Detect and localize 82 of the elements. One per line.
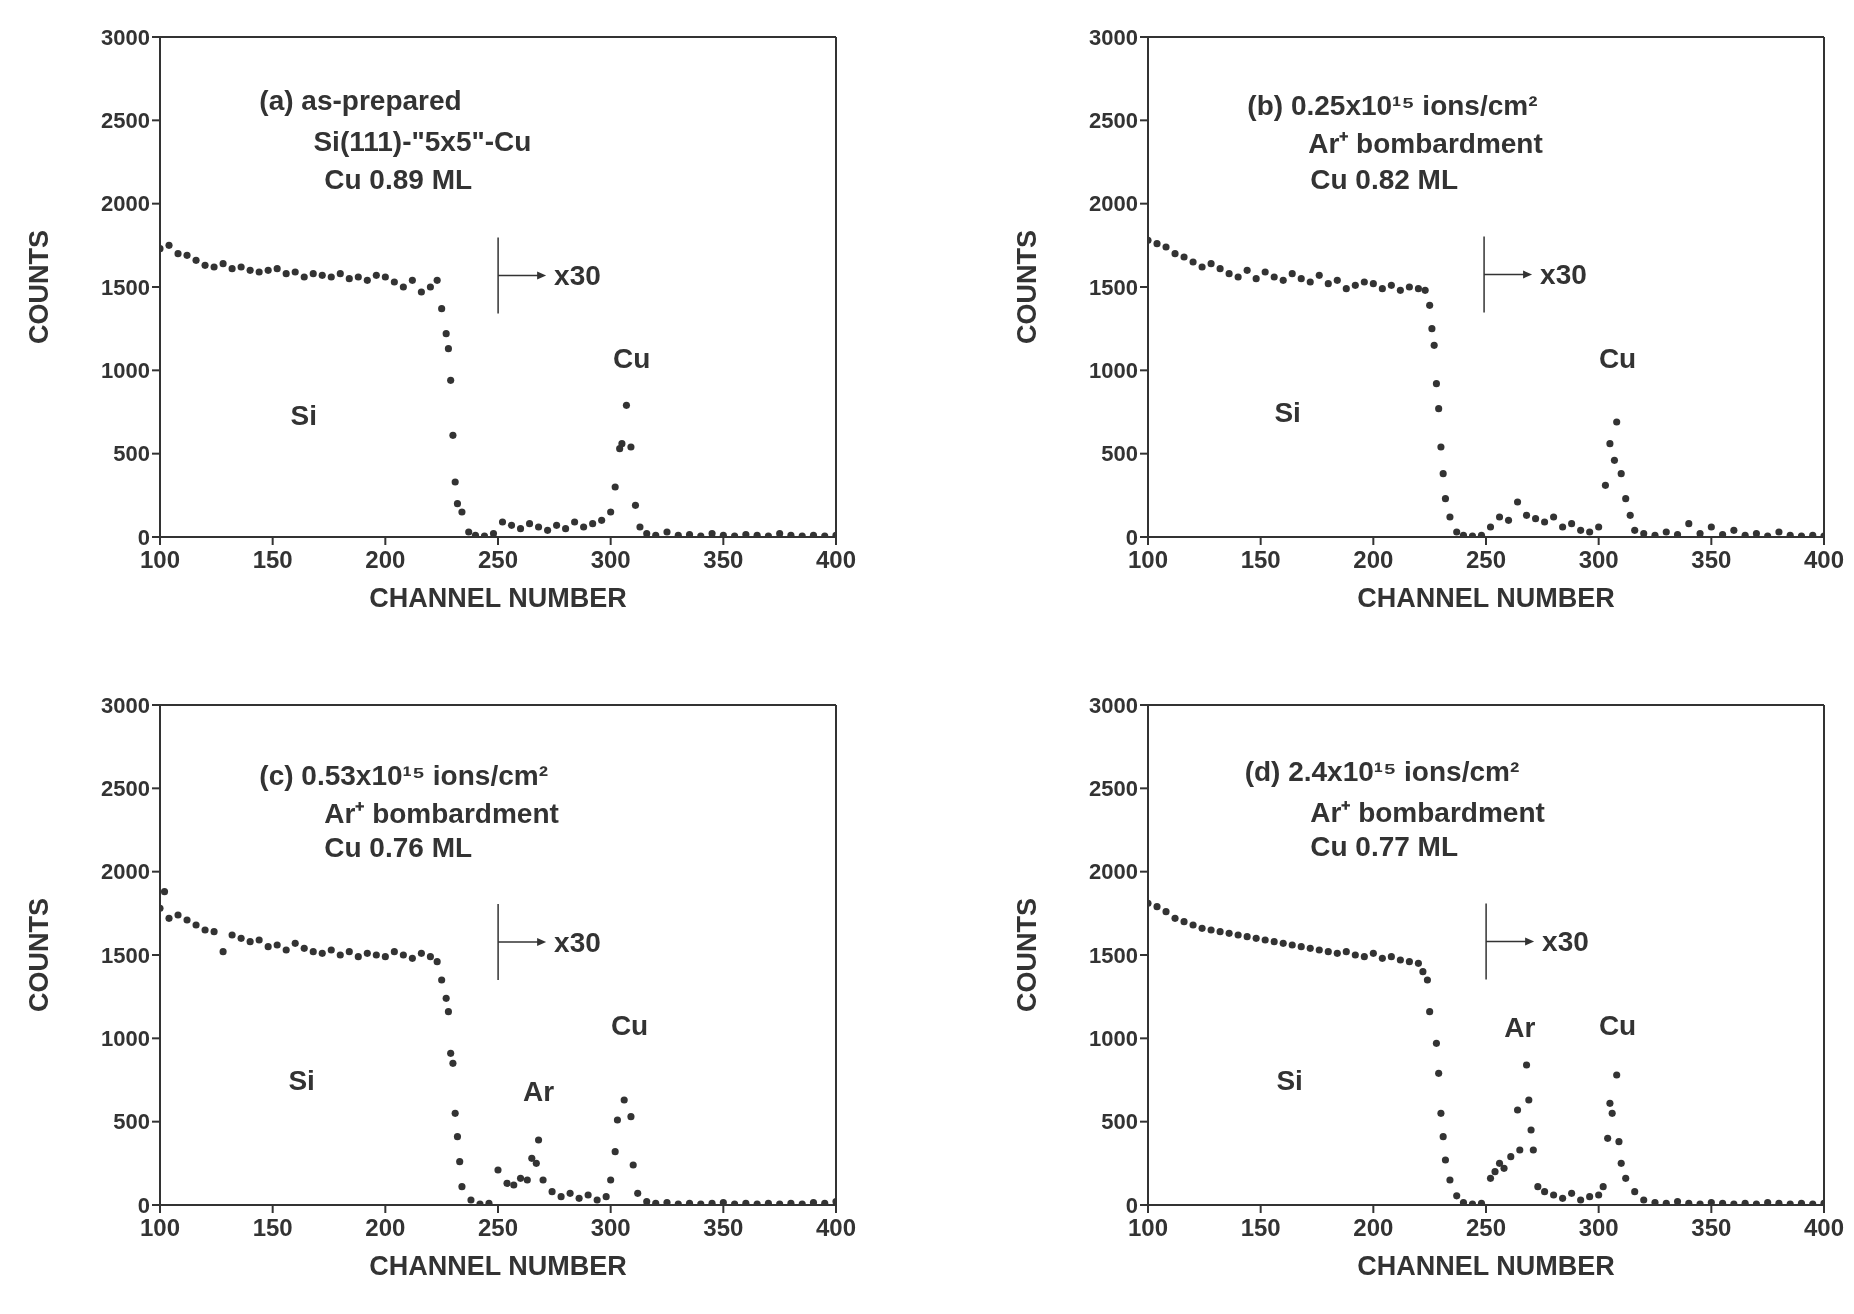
x-tick-label: 350 — [1691, 1214, 1732, 1242]
y-tick-label: 3000 — [101, 24, 150, 50]
y-tick-label: 1000 — [1089, 358, 1138, 384]
annotation: Si — [288, 1064, 315, 1096]
annotation: Cu — [1598, 1010, 1637, 1041]
y-axis-title: COUNTS — [23, 898, 54, 1012]
y-tick-label: 2500 — [101, 776, 150, 802]
x-tick-label: 150 — [1240, 1214, 1281, 1242]
y-tick-label: 1000 — [1089, 1026, 1138, 1052]
annotation: x30 — [1542, 926, 1589, 957]
x-tick-label: 200 — [365, 546, 406, 574]
y-axis-title: COUNTS — [23, 230, 54, 344]
x-axis-title: CHANNEL NUMBER — [369, 583, 627, 613]
x-axis-title: CHANNEL NUMBER — [369, 1251, 627, 1281]
x-tick-label: 400 — [1803, 1214, 1845, 1242]
x-tick-label: 350 — [703, 546, 744, 574]
annotation: Cu — [1598, 343, 1637, 374]
x-tick-label: 150 — [1240, 546, 1281, 574]
y-axis-title: COUNTS — [1011, 898, 1042, 1012]
annotation: Si — [290, 399, 317, 431]
annotation: (a) as-prepared — [259, 85, 462, 116]
x-tick-label: 200 — [1353, 1214, 1394, 1242]
annotation: Si — [1276, 1064, 1303, 1096]
annotation: Cu 0.77 ML — [1310, 830, 1459, 862]
y-tick-label: 500 — [113, 441, 150, 467]
x-tick-label: 250 — [477, 1214, 519, 1242]
y-tick-label: 2000 — [101, 191, 150, 217]
x-tick-label: 400 — [815, 546, 857, 574]
x-tick-label: 400 — [1803, 546, 1845, 574]
annotation: Cu 0.76 ML — [324, 832, 473, 863]
x-tick-label: 250 — [477, 546, 519, 574]
x-tick-label: 350 — [1691, 546, 1732, 574]
x-tick-label: 300 — [590, 1214, 631, 1242]
y-axis-title: COUNTS — [1011, 230, 1042, 344]
x-tick-label: 350 — [703, 1214, 744, 1242]
y-tick-label: 1500 — [1089, 942, 1138, 968]
annotation: (b) 0.25x10¹⁵ ions/cm² — [1247, 89, 1538, 121]
y-tick-label: 1000 — [101, 358, 150, 384]
x-tick-label: 200 — [365, 1214, 406, 1242]
annotation: x30 — [554, 260, 601, 291]
y-tick-label: 1000 — [101, 1026, 150, 1052]
x-tick-label: 150 — [252, 546, 293, 574]
x-tick-label: 300 — [590, 546, 631, 574]
annotation: Ar⁺ bombardment — [1308, 128, 1543, 159]
annotation: Cu — [610, 1010, 649, 1041]
y-tick-label: 3000 — [1089, 24, 1138, 50]
y-tick-label: 2000 — [1089, 859, 1138, 885]
annotation: (d) 2.4x10¹⁵ ions/cm² — [1244, 755, 1520, 787]
x-tick-label: 300 — [1578, 1214, 1619, 1242]
x-axis-title: CHANNEL NUMBER — [1357, 1251, 1615, 1281]
annotation: x30 — [554, 926, 601, 958]
y-tick-label: 2000 — [101, 859, 150, 885]
y-tick-label: 1500 — [1089, 274, 1138, 300]
annotation: x30 — [1540, 259, 1587, 290]
y-tick-label: 1500 — [101, 942, 150, 968]
annotation: Ar — [1504, 1012, 1536, 1043]
annotation: Si(111)-"5x5"-Cu — [313, 125, 532, 157]
annotation: (c) 0.53x10¹⁵ ions/cm² — [259, 759, 548, 791]
y-tick-label: 500 — [1101, 1109, 1138, 1135]
x-axis-title: CHANNEL NUMBER — [1357, 583, 1615, 613]
annotation: Cu 0.82 ML — [1310, 164, 1459, 195]
x-tick-label: 150 — [252, 1214, 293, 1242]
y-tick-label: 1500 — [101, 274, 150, 300]
y-tick-label: 2500 — [1089, 108, 1138, 134]
y-tick-label: 2500 — [101, 108, 150, 134]
x-tick-label: 250 — [1465, 1214, 1507, 1242]
annotation: Cu — [612, 343, 651, 374]
annotation: Ar⁺ bombardment — [324, 798, 559, 829]
x-tick-label: 200 — [1353, 546, 1394, 574]
y-tick-label: 3000 — [1089, 692, 1138, 718]
y-tick-label: 3000 — [101, 692, 150, 718]
y-tick-label: 500 — [1101, 441, 1138, 467]
y-tick-label: 500 — [113, 1109, 150, 1135]
annotation: Ar — [523, 1075, 555, 1107]
y-tick-label: 2500 — [1089, 776, 1138, 802]
annotation: Cu 0.89 ML — [324, 164, 473, 195]
annotation: Si — [1274, 397, 1301, 428]
y-tick-label: 2000 — [1089, 191, 1138, 217]
x-tick-label: 300 — [1578, 546, 1619, 574]
annotation: Ar⁺ bombardment — [1310, 796, 1545, 828]
x-tick-label: 400 — [815, 1214, 857, 1242]
x-tick-label: 250 — [1465, 546, 1507, 574]
